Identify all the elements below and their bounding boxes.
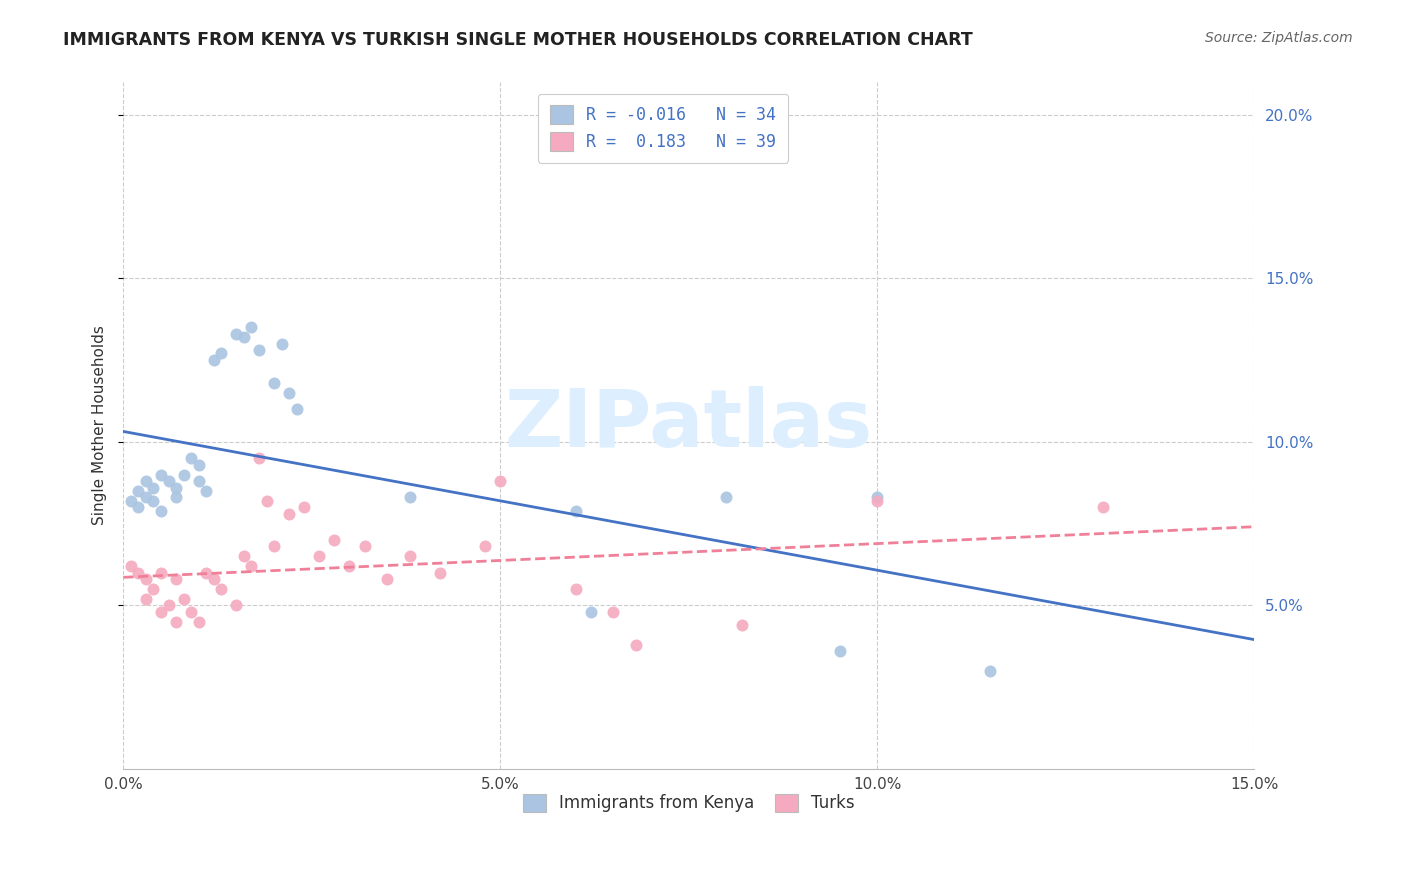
Point	[270, 336, 292, 351]
Point	[187, 615, 209, 629]
Point	[180, 605, 202, 619]
Point	[247, 451, 270, 466]
Point	[187, 458, 209, 472]
Point	[127, 483, 149, 498]
Point	[602, 605, 624, 619]
Point	[142, 582, 165, 596]
Point	[135, 572, 157, 586]
Point	[120, 559, 142, 574]
Point	[240, 559, 263, 574]
Text: ZIPatlas: ZIPatlas	[505, 386, 873, 465]
Point	[308, 549, 330, 564]
Point	[398, 491, 420, 505]
Point	[263, 540, 285, 554]
Point	[135, 474, 157, 488]
Point	[278, 507, 301, 521]
Point	[866, 491, 889, 505]
Point	[474, 540, 496, 554]
Point	[135, 491, 157, 505]
Point	[165, 481, 187, 495]
Point	[429, 566, 451, 580]
Point	[232, 330, 254, 344]
Point	[339, 559, 361, 574]
Point	[209, 582, 232, 596]
Point	[564, 582, 586, 596]
Point	[278, 385, 301, 400]
Point	[225, 599, 247, 613]
Point	[323, 533, 346, 547]
Point	[564, 503, 586, 517]
Y-axis label: Single Mother Households: Single Mother Households	[93, 326, 107, 525]
Point	[979, 664, 1001, 678]
Point	[135, 591, 157, 606]
Point	[866, 493, 889, 508]
Point	[150, 566, 173, 580]
Point	[232, 549, 254, 564]
Point	[195, 483, 218, 498]
Point	[157, 599, 180, 613]
Point	[256, 493, 278, 508]
Point	[150, 503, 173, 517]
Point	[1092, 500, 1115, 515]
Point	[202, 572, 225, 586]
Point	[716, 491, 738, 505]
Point	[165, 615, 187, 629]
Legend: Immigrants from Kenya, Turks: Immigrants from Kenya, Turks	[516, 787, 862, 819]
Point	[173, 591, 195, 606]
Point	[263, 376, 285, 390]
Point	[165, 572, 187, 586]
Point	[579, 605, 602, 619]
Point	[398, 549, 420, 564]
Point	[730, 618, 752, 632]
Point	[127, 566, 149, 580]
Point	[195, 566, 218, 580]
Point	[180, 451, 202, 466]
Point	[209, 346, 232, 360]
Point	[120, 493, 142, 508]
Point	[127, 500, 149, 515]
Point	[202, 353, 225, 368]
Point	[285, 402, 308, 417]
Point	[142, 493, 165, 508]
Point	[150, 605, 173, 619]
Point	[292, 500, 315, 515]
Point	[353, 540, 375, 554]
Point	[489, 474, 512, 488]
Point	[225, 326, 247, 341]
Point	[165, 491, 187, 505]
Point	[157, 474, 180, 488]
Point	[624, 638, 647, 652]
Point	[247, 343, 270, 358]
Text: IMMIGRANTS FROM KENYA VS TURKISH SINGLE MOTHER HOUSEHOLDS CORRELATION CHART: IMMIGRANTS FROM KENYA VS TURKISH SINGLE …	[63, 31, 973, 49]
Point	[150, 467, 173, 482]
Text: Source: ZipAtlas.com: Source: ZipAtlas.com	[1205, 31, 1353, 45]
Point	[187, 474, 209, 488]
Point	[375, 572, 398, 586]
Point	[142, 481, 165, 495]
Point	[173, 467, 195, 482]
Point	[828, 644, 851, 658]
Point	[240, 320, 263, 334]
